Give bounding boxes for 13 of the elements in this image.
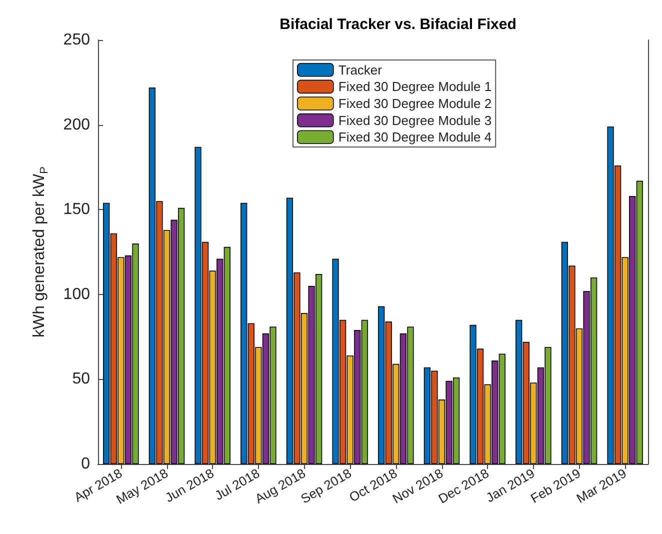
legend-label: Fixed 30 Degree Module 4 (338, 130, 492, 145)
legend-label: Tracker (338, 62, 383, 78)
y-axis-title: kWh generated per kWP (31, 166, 50, 338)
y-tick-label: 0 (81, 456, 90, 472)
y-tick-label: 50 (72, 370, 90, 388)
legend-label: Fixed 30 Degree Module 1 (338, 79, 492, 94)
y-tick-label: 150 (63, 201, 90, 218)
legend-label: Fixed 30 Degree Module 2 (338, 96, 492, 111)
y-tick-label: 250 (63, 32, 90, 48)
chart-title: Bifacial Tracker vs. Bifacial Fixed (280, 16, 516, 33)
y-tick-label: 200 (63, 116, 90, 134)
legend-label: Fixed 30 Degree Module 3 (338, 112, 492, 128)
y-tick-label: 100 (63, 286, 90, 303)
